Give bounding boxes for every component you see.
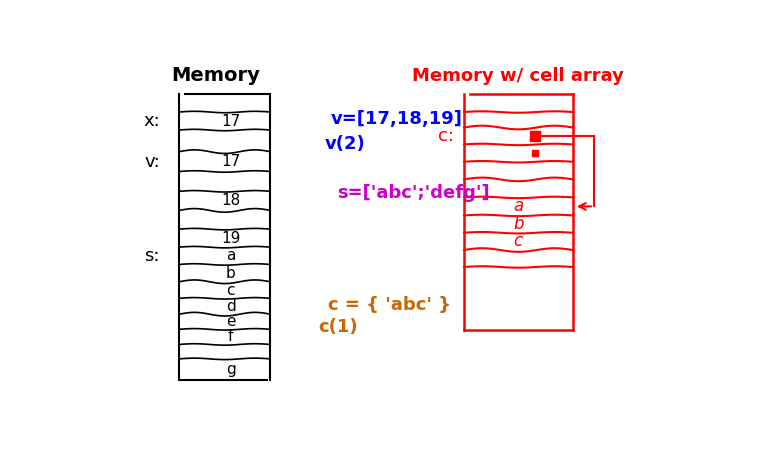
Text: x:: x: bbox=[144, 112, 160, 130]
Text: v:: v: bbox=[144, 153, 160, 170]
Text: 17: 17 bbox=[221, 154, 241, 169]
Text: s:: s: bbox=[144, 247, 160, 265]
Text: c: c bbox=[226, 283, 235, 298]
Text: 18: 18 bbox=[221, 193, 241, 208]
Text: c(1): c(1) bbox=[319, 318, 358, 336]
Text: f: f bbox=[228, 329, 234, 344]
Text: v(2): v(2) bbox=[325, 135, 366, 154]
Text: 17: 17 bbox=[221, 114, 241, 129]
Text: 19: 19 bbox=[221, 231, 241, 246]
Text: c:: c: bbox=[437, 127, 454, 145]
Text: c: c bbox=[514, 233, 522, 250]
Text: c = { 'abc' }: c = { 'abc' } bbox=[328, 296, 451, 314]
Text: b: b bbox=[226, 266, 236, 281]
Text: a: a bbox=[513, 197, 523, 215]
Text: g: g bbox=[226, 362, 236, 377]
Text: s=['abc';'defg']: s=['abc';'defg'] bbox=[337, 184, 490, 202]
Text: Memory w/ cell array: Memory w/ cell array bbox=[412, 67, 624, 85]
Text: v=[17,18,19]: v=[17,18,19] bbox=[330, 110, 462, 128]
Text: Memory: Memory bbox=[171, 66, 260, 86]
Text: d: d bbox=[226, 299, 236, 314]
Text: a: a bbox=[226, 249, 236, 263]
Text: e: e bbox=[226, 314, 236, 329]
Text: b: b bbox=[513, 215, 523, 233]
